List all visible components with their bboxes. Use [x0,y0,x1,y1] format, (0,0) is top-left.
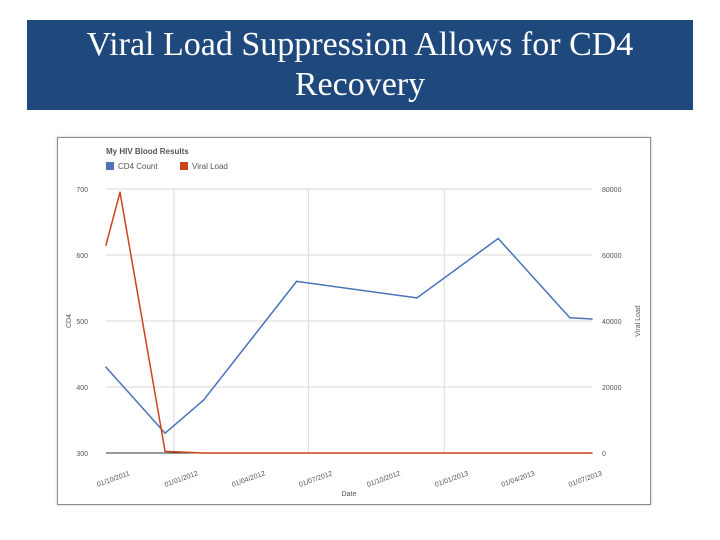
y-right-axis-title: Viral Load [635,305,642,337]
x-tick-label: 01/07/2013 [568,470,603,489]
y-right-tick-label: 40000 [602,319,622,326]
data-point-cd4 [202,399,205,402]
legend-label: Viral Load [192,162,228,171]
data-point-viral-load [119,191,121,194]
chart-frame: 300 0 400 20000 500 40000 600 60000 700 80000 01/1… [57,137,651,505]
chart-title: My HIV Blood Results [106,147,189,156]
slide-title: Viral Load Suppression Allows for CD4 Re… [86,26,634,103]
legend-label: CD4 Count [118,162,158,171]
x-tick-label: 01/07/2012 [298,470,333,489]
data-point-cd4 [591,318,593,320]
series-line-cd4 [105,237,593,434]
y-left-axis-title: CD4 [66,314,73,328]
data-point-viral-load [591,452,593,454]
data-point-viral-load [105,244,107,246]
y-left-tick-label: 300 [76,451,88,458]
y-right-tick-label: 20000 [602,385,622,392]
y-left-tick-label: 700 [76,187,88,194]
hiv-blood-results-chart: 300 0 400 20000 500 40000 600 60000 700 80000 01/1… [66,147,642,498]
data-point-cd4 [497,237,499,240]
data-point-cd4 [416,297,418,299]
y-right-tick-label: 0 [602,451,606,458]
x-tick-label: 01/04/2013 [501,470,536,489]
y-right-tick-label: 60000 [602,253,622,260]
data-point-cd4 [295,280,298,283]
x-tick-label: 01/01/2013 [434,470,469,489]
y-left-tick-label: 500 [76,319,88,326]
x-axis-title: Date [342,491,357,498]
data-point-cd4 [569,316,571,319]
data-point-viral-load [202,452,205,454]
x-tick-label: 01/04/2012 [231,470,266,489]
data-point-viral-load [164,450,166,453]
data-point-cd4 [105,366,107,368]
legend-swatch [180,162,188,170]
data-point-cd4 [164,432,166,435]
y-left-tick-label: 400 [76,385,88,392]
y-left-tick-label: 600 [76,253,88,260]
x-tick-label: 01/10/2011 [96,470,131,488]
title-banner: Viral Load Suppression Allows for CD4 Re… [27,20,693,110]
x-tick-label: 01/01/2012 [164,470,199,489]
series-line-viral-load [105,191,592,454]
y-right-tick-label: 80000 [602,187,622,194]
legend-swatch [106,162,114,170]
x-tick-label: 01/10/2012 [366,470,401,489]
